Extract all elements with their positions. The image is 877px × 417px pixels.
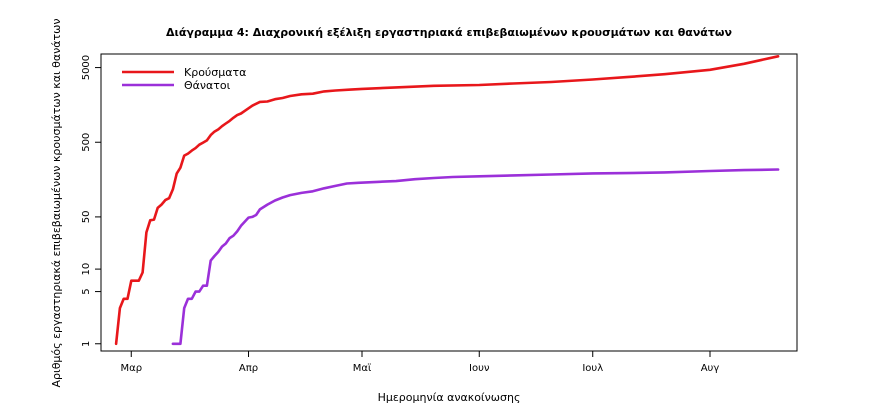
- legend-label: Θάνατοι: [184, 79, 231, 92]
- y-axis: 1 5 10 50 500 5000: [81, 55, 101, 347]
- chart-title: Διάγραμμα 4: Διαχρονική εξέλιξη εργαστηρ…: [166, 26, 732, 39]
- y-tick-label: 50: [81, 211, 92, 224]
- legend-label: Κρούσματα: [184, 66, 246, 79]
- y-tick-label: 1: [81, 341, 92, 347]
- x-axis: Μαρ Απρ Μαϊ Ιουν Ιουλ Αυγ: [120, 351, 719, 374]
- y-axis-label: Αριθμός εργαστηριακά επιβεβαιωμένων κρου…: [50, 18, 63, 387]
- series-line-1: [114, 55, 780, 346]
- x-tick-label: Απρ: [239, 363, 258, 374]
- series-group: [114, 55, 780, 346]
- x-tick-label: Ιουλ: [582, 363, 603, 374]
- series-line-2: [171, 168, 780, 346]
- x-tick-label: Αυγ: [701, 363, 720, 374]
- x-tick-label: Μαϊ: [353, 363, 372, 374]
- x-tick-label: Μαρ: [120, 363, 142, 374]
- y-tick-label: 5000: [81, 55, 92, 80]
- y-tick-label: 500: [81, 133, 92, 152]
- x-axis-label: Ημερομηνία ανακοίνωσης: [378, 391, 521, 404]
- y-tick-label: 5: [81, 288, 92, 294]
- x-tick-label: Ιουν: [469, 363, 490, 374]
- y-tick-label: 10: [81, 263, 92, 276]
- plot-frame: [100, 53, 798, 352]
